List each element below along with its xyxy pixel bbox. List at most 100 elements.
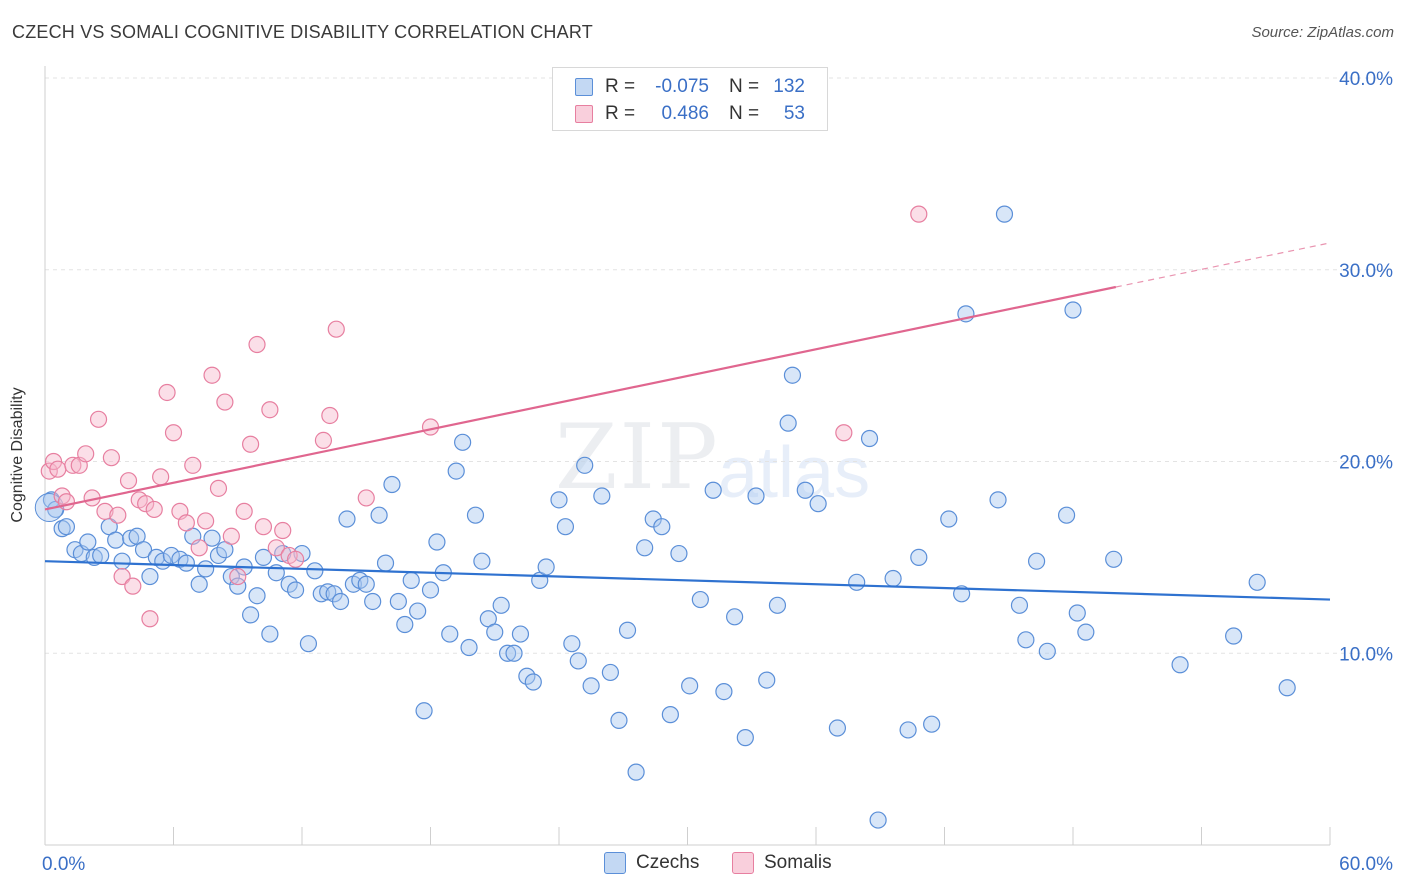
data-point — [203, 529, 221, 547]
trend-lines — [44, 242, 1331, 601]
data-point — [537, 558, 555, 576]
data-point — [293, 544, 311, 563]
data-point — [1064, 301, 1082, 319]
data-point — [383, 475, 401, 494]
data-point — [473, 552, 491, 570]
correlation-legend: R = -0.075 N = 132 R = 0.486 N = 53 — [552, 67, 828, 131]
trend-line-czechs — [44, 560, 1331, 601]
data-point — [286, 581, 305, 599]
data-point — [57, 518, 76, 536]
legend-row-czechs: R = -0.075 N = 132 — [575, 76, 805, 98]
data-point — [576, 456, 594, 474]
data-point — [306, 562, 324, 580]
y-tick-label: 40.0% — [1339, 69, 1393, 90]
data-point — [261, 625, 279, 643]
data-point — [96, 502, 114, 520]
watermark-atlas: atlas — [718, 433, 871, 513]
data-point — [1038, 642, 1056, 660]
data-point — [122, 529, 140, 547]
data-point — [421, 418, 440, 436]
data-point — [1057, 506, 1076, 524]
data-point — [884, 569, 902, 588]
data-point — [197, 560, 215, 578]
data-point — [953, 585, 971, 603]
data-point — [177, 514, 195, 532]
legend-item-somalis: Somalis — [732, 852, 832, 874]
data-point — [327, 320, 345, 338]
data-point — [704, 481, 722, 499]
somalis-points — [40, 205, 928, 628]
series-legend: Czechs Somalis — [0, 852, 1406, 876]
axes — [44, 66, 1331, 846]
data-point — [783, 366, 802, 384]
legend-label-somalis: Somalis — [764, 852, 832, 873]
data-point — [835, 424, 853, 442]
legend-label-czechs: Czechs — [636, 852, 700, 873]
tick-labels: 10.0% 20.0% 30.0% 40.0% 0.0% 60.0% — [42, 69, 1393, 875]
data-point — [274, 521, 292, 540]
data-point — [1068, 604, 1086, 622]
data-point — [1077, 623, 1095, 641]
data-point — [899, 721, 917, 739]
data-point — [364, 592, 382, 611]
data-point — [768, 596, 787, 614]
legend-r-value: -0.075 — [655, 76, 709, 97]
data-point — [428, 533, 446, 551]
data-point — [454, 433, 472, 451]
data-point — [89, 410, 108, 428]
data-point — [49, 460, 67, 478]
data-point — [134, 541, 153, 559]
legend-n-label: N = — [729, 103, 760, 124]
source-credit: Source: ZipAtlas.com — [1251, 24, 1394, 41]
data-point — [254, 548, 273, 566]
data-point — [505, 644, 523, 662]
data-point — [460, 638, 478, 657]
data-point — [1105, 550, 1123, 568]
data-point — [499, 644, 517, 662]
chart-title: CZECH VS SOMALI COGNITIVE DISABILITY COR… — [12, 22, 593, 42]
data-point — [299, 635, 318, 653]
legend-r-label: R = — [605, 103, 636, 124]
data-point — [389, 592, 407, 611]
legend-swatch-somalis — [732, 852, 754, 874]
data-point — [109, 506, 127, 524]
czechs-points — [34, 205, 1296, 829]
data-point — [370, 506, 388, 524]
data-point — [670, 544, 688, 563]
data-point — [524, 673, 542, 691]
data-point — [261, 401, 279, 419]
data-point — [447, 462, 465, 480]
data-point — [1010, 596, 1029, 614]
y-axis-label: Cognitive Disability — [9, 387, 26, 523]
data-point — [267, 539, 285, 557]
data-point — [216, 393, 234, 411]
data-point — [209, 546, 228, 565]
data-point — [601, 663, 620, 682]
data-point — [203, 366, 221, 384]
data-point — [869, 811, 887, 829]
legend-r-label: R = — [605, 76, 636, 97]
data-point — [248, 335, 266, 354]
data-point — [107, 531, 125, 549]
data-point — [910, 548, 928, 566]
data-point — [79, 533, 97, 551]
data-point — [280, 575, 298, 593]
x-tick-label-min: 0.0% — [42, 854, 85, 875]
data-point — [77, 445, 95, 463]
data-point — [190, 539, 208, 557]
data-point — [556, 518, 575, 536]
data-point — [923, 715, 941, 733]
data-point — [137, 495, 155, 513]
data-point — [119, 472, 138, 490]
data-point — [518, 667, 536, 685]
legend-r-value: 0.486 — [661, 103, 709, 124]
data-point — [736, 729, 754, 747]
data-point — [796, 481, 814, 499]
data-point — [113, 552, 131, 570]
data-point — [286, 550, 305, 568]
data-point — [779, 414, 797, 432]
data-point — [582, 677, 600, 695]
data-point — [1017, 631, 1035, 649]
data-point — [492, 596, 510, 614]
